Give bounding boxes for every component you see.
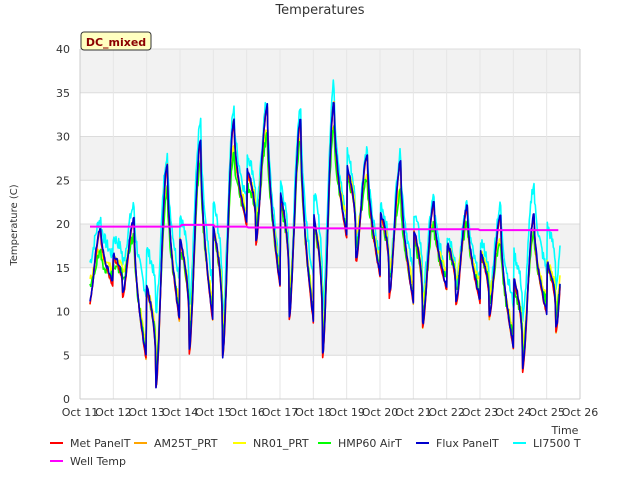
- x-tick-label: Oct 25: [528, 406, 565, 419]
- plot-band: [80, 355, 580, 399]
- x-tick-label: Oct 17: [262, 406, 299, 419]
- x-tick-label: Oct 21: [395, 406, 432, 419]
- plot-band: [80, 267, 580, 312]
- legend-item: Met PanelT: [50, 437, 131, 450]
- y-axis-label: Temperature (C): [9, 184, 20, 266]
- x-tick-label: Oct 12: [95, 406, 132, 419]
- legend-item: Flux PanelT: [416, 437, 499, 450]
- y-tick-label: 20: [56, 218, 70, 231]
- y-tick-label: 10: [56, 306, 70, 319]
- legend-label: NR01_PRT: [253, 437, 309, 450]
- x-tick-label: Oct 24: [495, 406, 532, 419]
- x-tick-label: Oct 15: [195, 406, 232, 419]
- y-tick-labels: 0 5 10 15 20 25 30 35 40: [56, 43, 70, 406]
- x-tick-label: Oct 19: [328, 406, 365, 419]
- annotation-label: DC_mixed: [86, 36, 146, 49]
- x-tick-label: Oct 11: [62, 406, 99, 419]
- x-tick-label: Oct 14: [162, 406, 199, 419]
- series-line-flux-panelt: [89, 102, 561, 389]
- x-tick-label: Oct 18: [295, 406, 332, 419]
- legend-item: Well Temp: [50, 455, 126, 468]
- x-tick-label: Oct 22: [428, 406, 465, 419]
- legend-item: AM25T_PRT: [134, 437, 218, 450]
- annotation-box: DC_mixed: [80, 31, 152, 51]
- x-tick-label: Oct 16: [228, 406, 265, 419]
- x-tick-label: Oct 26: [562, 406, 599, 419]
- legend-label: LI7500 T: [533, 437, 581, 450]
- axes: [79, 49, 581, 400]
- x-tick-label: Oct 13: [128, 406, 165, 419]
- legend-label: HMP60 AirT: [338, 437, 402, 450]
- y-tick-label: 5: [63, 349, 70, 362]
- legend-item: HMP60 AirT: [318, 437, 402, 450]
- y-tick-label: 15: [56, 262, 70, 275]
- y-tick-label: 30: [56, 131, 70, 144]
- x-axis-label: Time: [551, 424, 579, 437]
- legend-item: LI7500 T: [513, 437, 581, 450]
- y-tick-label: 0: [63, 393, 70, 406]
- legend-label: Well Temp: [70, 455, 126, 468]
- x-tick-label: Oct 23: [462, 406, 499, 419]
- legend-item: NR01_PRT: [233, 437, 309, 450]
- y-tick-label: 25: [56, 174, 70, 187]
- legend: Met PanelT AM25T_PRT NR01_PRT HMP60 AirT Flu…: [50, 437, 581, 468]
- legend-label: Flux PanelT: [436, 437, 499, 450]
- y-tick-label: 40: [56, 43, 70, 56]
- legend-label: Met PanelT: [70, 437, 131, 450]
- plot-band: [80, 49, 580, 93]
- chart-title: Temperatures: [274, 3, 364, 18]
- series-line-well-temp: [90, 223, 559, 232]
- legend-label: AM25T_PRT: [154, 437, 218, 450]
- x-tick-label: Oct 20: [362, 406, 399, 419]
- series-lines: [89, 79, 561, 389]
- plot-band: [80, 311, 580, 356]
- y-tick-label: 35: [56, 87, 70, 100]
